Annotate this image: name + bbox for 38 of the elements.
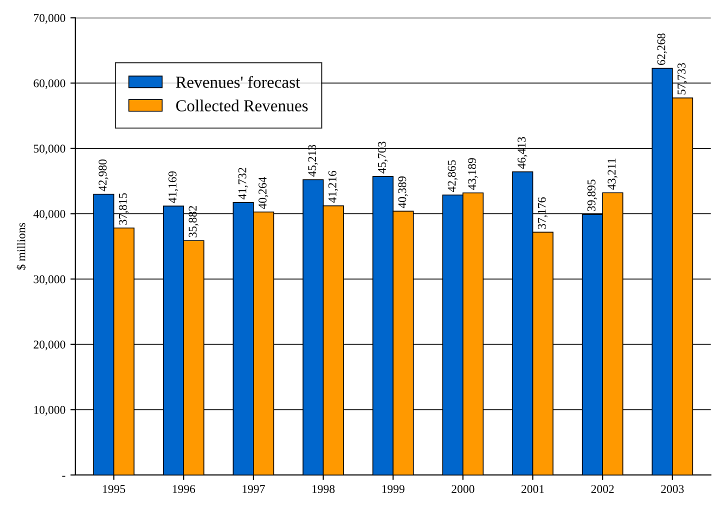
x-tick-label: 1998 xyxy=(312,485,335,494)
x-tick-label: 1997 xyxy=(242,485,265,494)
x-tick-label: 1999 xyxy=(382,485,404,494)
y-tick-label: 50,000 xyxy=(34,144,66,154)
y-tick-label: 20,000 xyxy=(34,340,66,350)
x-tick-label: 2000 xyxy=(452,485,474,494)
data-label: 37,176 xyxy=(538,197,548,229)
data-label: 57,733 xyxy=(678,63,688,94)
y-tick-label: - xyxy=(62,476,66,477)
data-label: 62,268 xyxy=(657,33,667,65)
data-label: 42,980 xyxy=(98,159,108,192)
data-label: 41,169 xyxy=(168,171,178,204)
data-label: 43,189 xyxy=(468,158,478,190)
data-label: 45,703 xyxy=(378,142,388,174)
y-tick-label: 40,000 xyxy=(33,210,66,220)
data-label: 40,264 xyxy=(258,176,268,209)
y-tick-label: 70,000 xyxy=(34,14,66,24)
data-label: 35,882 xyxy=(188,206,198,238)
data-label: 45,213 xyxy=(308,144,318,177)
y-tick-label: 30,000 xyxy=(34,275,66,285)
data-label: 46,413 xyxy=(518,137,528,169)
y-tick-label: 60,000 xyxy=(34,79,66,90)
x-tick-label: 2002 xyxy=(591,485,614,494)
data-label: 39,895 xyxy=(587,180,598,212)
data-label: 41,216 xyxy=(328,170,338,203)
data-label: 42,865 xyxy=(448,160,458,192)
x-tick-label: 2001 xyxy=(521,485,544,494)
x-tick-label: 1996 xyxy=(172,485,196,494)
y-tick-label: 10,000 xyxy=(34,406,66,416)
data-label: 43,211 xyxy=(608,158,618,190)
data-label: 40,389 xyxy=(398,176,408,208)
legend-label: Revenues' forecast xyxy=(176,76,300,88)
legend-label: Collected Revenues xyxy=(176,100,308,112)
data-label: 37,815 xyxy=(118,193,129,225)
x-tick-label: 2003 xyxy=(661,485,684,494)
data-label: 41,732 xyxy=(238,168,248,200)
x-tick-label: 1995 xyxy=(103,485,126,494)
y-axis-title: $ millions xyxy=(16,223,26,270)
